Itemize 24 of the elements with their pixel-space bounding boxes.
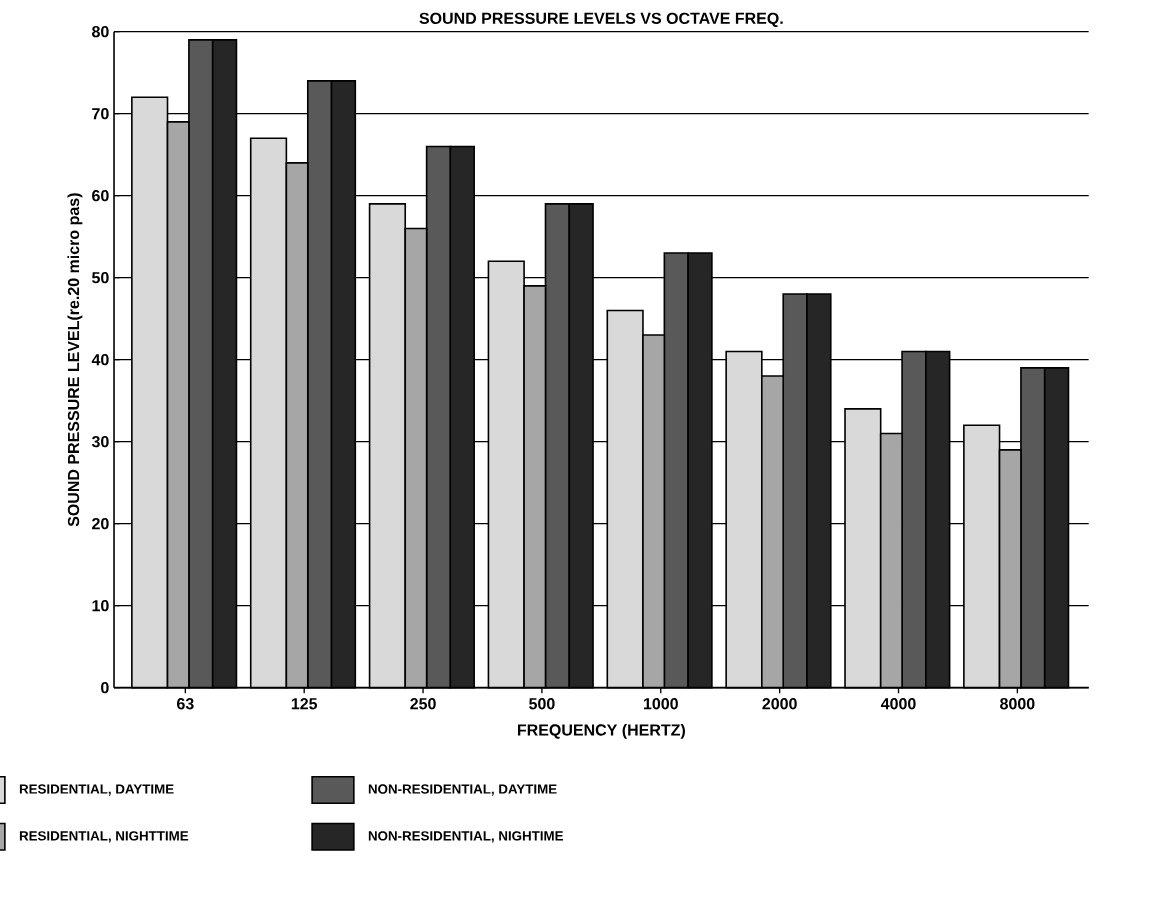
x-tick-label: 500 (529, 698, 555, 710)
legend-label: NON-RESIDENTIAL, NIGHTIME (368, 831, 563, 843)
x-tick-label: 63 (177, 698, 194, 710)
x-tick-label: 250 (410, 698, 436, 710)
x-tick-label: 2000 (762, 698, 797, 710)
chart-title: SOUND PRESSURE LEVELS VS OCTAVE FREQ. (419, 12, 783, 27)
legend-label: RESIDENTIAL, DAYTIME (19, 784, 174, 796)
x-tick-label: 8000 (1000, 698, 1035, 710)
y-tick-label: 20 (92, 518, 109, 530)
y-tick-label: 10 (92, 600, 109, 612)
y-tick-label: 70 (92, 108, 109, 120)
x-tick-label: 1000 (643, 698, 678, 710)
x-axis-title: FREQUENCY (HERTZ) (517, 723, 685, 739)
y-tick-label: 80 (92, 26, 109, 38)
x-tick-label: 4000 (880, 698, 916, 710)
legend-label: RESIDENTIAL, NIGHTTIME (19, 831, 189, 843)
y-tick-label: 40 (91, 354, 109, 366)
y-tick-label: 60 (92, 190, 109, 202)
y-tick-label: 0 (101, 682, 109, 694)
legend-label: NON-RESIDENTIAL, DAYTIME (368, 784, 557, 796)
x-tick-label: 125 (291, 698, 318, 710)
y-tick-label: 50 (92, 272, 109, 284)
y-axis-title: SOUND PRESSURE LEVEL(re.20 micro pas) (67, 193, 83, 527)
y-tick-label: 30 (91, 436, 109, 448)
